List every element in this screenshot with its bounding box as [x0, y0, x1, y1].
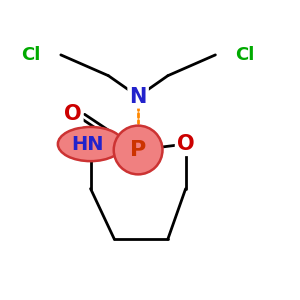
- Text: Cl: Cl: [21, 46, 41, 64]
- Text: Cl: Cl: [236, 46, 255, 64]
- Text: P: P: [130, 140, 146, 160]
- Circle shape: [114, 126, 163, 174]
- Text: N: N: [129, 86, 147, 106]
- Text: O: O: [64, 104, 82, 124]
- Ellipse shape: [58, 127, 123, 161]
- Text: O: O: [177, 134, 194, 154]
- Text: HN: HN: [71, 135, 104, 154]
